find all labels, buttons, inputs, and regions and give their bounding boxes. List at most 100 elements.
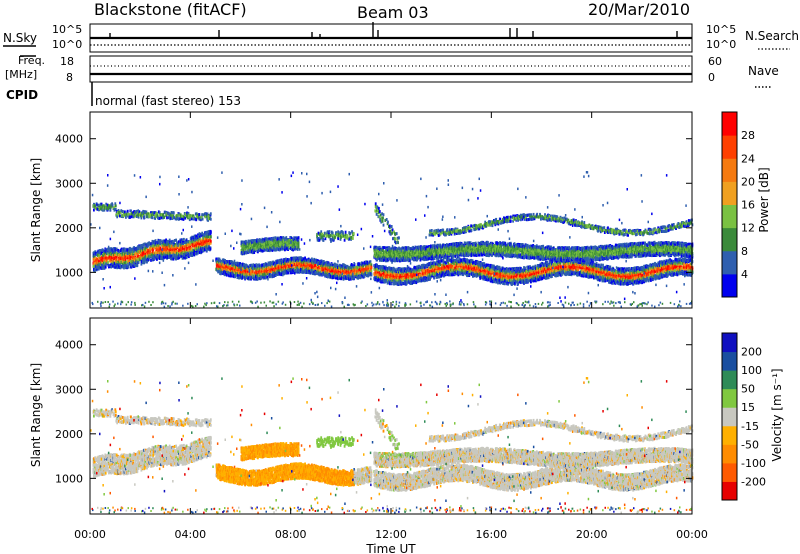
power-cell [141, 211, 144, 215]
freq-label: Freq. [18, 54, 45, 67]
power-cell [97, 251, 99, 255]
power-cell [130, 212, 133, 215]
power-cell [135, 215, 138, 218]
power-cell [180, 243, 182, 247]
noise-sky-label: N.Sky [3, 31, 37, 45]
power-cell [235, 263, 238, 267]
power-cell [97, 257, 99, 261]
power-cell [110, 247, 113, 251]
power-cell [321, 232, 324, 236]
power-cell [183, 254, 186, 258]
power-cell [207, 240, 210, 244]
power-cell [150, 211, 152, 215]
power-cell [150, 215, 153, 219]
nave-tick-high: 60 [708, 55, 722, 68]
power-cell [102, 264, 105, 268]
power-cell [238, 265, 241, 269]
power-cell [264, 273, 267, 277]
power-cell [199, 242, 202, 246]
power-cell [135, 209, 138, 213]
power-cell [236, 276, 239, 279]
power-cell [173, 246, 176, 250]
power-cell [147, 257, 150, 261]
power-cell [201, 217, 204, 221]
power-cell [190, 247, 193, 251]
power-cell [241, 264, 244, 268]
power-cell [144, 242, 146, 246]
power-cell [115, 254, 118, 258]
power-cell [209, 231, 212, 234]
power-cell [204, 248, 206, 252]
power-cell [189, 240, 192, 244]
power-cell [109, 208, 112, 212]
power-cell [98, 260, 100, 264]
power-cell [232, 266, 235, 270]
power-cell [184, 213, 187, 217]
power-cell [159, 241, 161, 245]
power-cell [189, 245, 192, 249]
power-cell [203, 234, 206, 238]
power-cell [253, 263, 256, 267]
power-cell [206, 212, 209, 216]
power-cell [151, 250, 154, 254]
power-cell [248, 264, 251, 268]
noise-tick-low: 10^0 [52, 38, 82, 51]
power-cell [158, 257, 161, 260]
power-cell [271, 265, 274, 269]
power-cell [147, 241, 150, 245]
power-cell [223, 266, 226, 270]
power-cell [117, 249, 120, 253]
power-cell [130, 215, 133, 219]
power-cell [253, 266, 256, 270]
power-cell [131, 254, 134, 258]
power-cell [146, 249, 149, 253]
power-cell [241, 262, 244, 266]
power-cell [202, 239, 204, 243]
power-cell [140, 262, 143, 266]
power-cell [164, 253, 166, 257]
power-cell [125, 212, 128, 216]
power-cell [198, 248, 200, 252]
power-cell [173, 239, 176, 242]
power-cell [163, 215, 166, 219]
power-cell [193, 249, 196, 253]
power-cell [220, 270, 223, 274]
power-cell [265, 266, 268, 269]
power-cell [114, 265, 117, 269]
noise-traces [90, 22, 692, 46]
power-cell [175, 247, 177, 251]
power-cell [150, 258, 152, 262]
power-cell [121, 210, 124, 213]
power-cell [236, 273, 239, 277]
power-cell [141, 214, 144, 218]
power-cell [136, 255, 139, 259]
power-cell [107, 256, 109, 260]
power-cell [259, 272, 262, 276]
power-cell [184, 216, 187, 220]
power-cell [93, 262, 96, 266]
power-cell [188, 255, 190, 259]
power-cell [196, 249, 198, 253]
power-cell [99, 207, 102, 211]
power-cell [169, 212, 172, 216]
power-cell [99, 257, 102, 260]
power-cell [279, 264, 282, 268]
power-cell [154, 211, 157, 215]
power-cell [270, 262, 273, 266]
power-cell [237, 264, 240, 268]
power-cell [190, 214, 193, 218]
power-cell [247, 276, 250, 280]
power-cell [185, 245, 188, 249]
power-cell [164, 248, 166, 252]
power-cell [165, 238, 167, 242]
power-cell [94, 259, 97, 263]
power-cell [196, 213, 199, 217]
power-cell [159, 239, 162, 243]
power-cell [177, 250, 179, 253]
power-cell [119, 262, 121, 266]
power-cell [175, 238, 177, 242]
power-cell [114, 204, 117, 208]
power-cell [137, 251, 140, 255]
power-cell [209, 247, 212, 251]
noise-tick-high-right: 10^5 [706, 23, 736, 36]
